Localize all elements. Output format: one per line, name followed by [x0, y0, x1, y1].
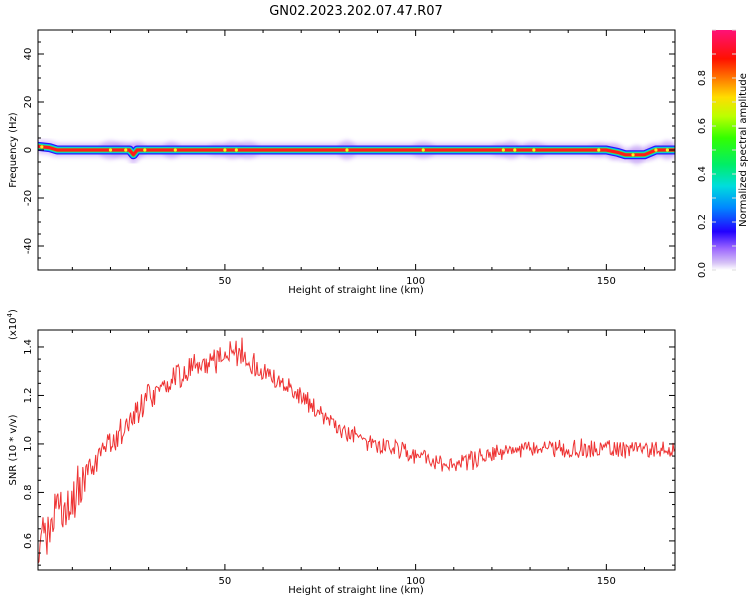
y-tick-label: 1.0 [23, 436, 34, 452]
colorbar-tick-label: 0.4 [697, 166, 708, 182]
ridge-spot [654, 148, 658, 152]
ridge-spot [143, 148, 147, 152]
colorbar-tick-label: 0.0 [697, 262, 708, 278]
spectrogram-xlabel: Height of straight line (km) [288, 285, 424, 296]
colorbar-label: Normalized spectral amplitude [738, 73, 749, 227]
colorbar-ticks: 0.0 0.2 0.4 0.6 0.8 [697, 29, 736, 278]
y-tick-label: -40 [23, 238, 34, 254]
snr-panel: 50 100 150 0.6 0.8 1.0 1.2 1.4 SNR (10 * v/v) (… [6, 309, 676, 596]
y-tick-label: -20 [23, 190, 34, 206]
y-tick-label: 40 [23, 48, 34, 61]
x-tick-label: 50 [219, 576, 232, 587]
y-tick-label: 0.6 [23, 533, 34, 549]
snr-scale-exponent: 4 [6, 312, 14, 317]
snr-xlabel: Height of straight line (km) [288, 585, 424, 596]
ridge-spot [501, 148, 505, 152]
spectrogram-ylabel: Frequency (Hz) [8, 112, 19, 188]
ridge-spot [234, 148, 238, 152]
ridge-spot [40, 145, 44, 149]
colorbar-tick-label: 0.8 [697, 70, 708, 86]
spectrogram-panel: 50 100 150 40 20 0 -20 -40 Frequency (Hz) Heigh… [8, 29, 676, 296]
ridge-spot [345, 148, 349, 152]
colorbar-tick-label: 0.6 [697, 118, 708, 134]
ridge-spot [223, 148, 227, 152]
spectrogram-ridge [38, 139, 675, 166]
ridge-spot [173, 148, 177, 152]
ridge-spot [513, 148, 517, 152]
colorbar: 0.0 0.2 0.4 0.6 0.8 Normalized spectral ampl… [697, 29, 749, 278]
y-tick-label: 0 [23, 147, 34, 153]
snr-scale-note: (x104) [6, 309, 19, 340]
x-tick-label: 150 [597, 576, 616, 587]
x-tick-label: 50 [219, 276, 232, 287]
snr-series-line [38, 337, 675, 564]
ridge-spot [108, 148, 113, 152]
y-tick-label: 1.2 [23, 388, 34, 404]
ridge-band-red [38, 144, 675, 157]
ridge-spot [532, 148, 536, 152]
y-tick-label: 20 [23, 96, 34, 109]
ridge-spot [421, 148, 425, 152]
x-tick-label: 150 [597, 276, 616, 287]
figure-title: GN02.2023.202.07.47.R07 [269, 4, 443, 19]
ridge-spot [124, 148, 128, 152]
colorbar-tick-label: 0.2 [697, 214, 708, 230]
spectrogram-ticks: 50 100 150 40 20 0 -20 -40 [23, 29, 675, 287]
snr-scale-text: (x10 [8, 317, 19, 340]
snr-frame [37, 329, 676, 571]
x-tick-label: 100 [406, 576, 425, 587]
ridge-spot [665, 148, 669, 152]
snr-ylabel: SNR (10 * v/v) [8, 414, 19, 485]
ridge-spot [597, 148, 601, 152]
snr-scale-close: ) [8, 309, 19, 313]
ridge-spot [631, 153, 635, 157]
y-tick-label: 1.4 [23, 339, 34, 355]
snr-ticks: 50 100 150 0.6 0.8 1.0 1.2 1.4 [23, 330, 675, 587]
x-tick-label: 100 [406, 276, 425, 287]
y-tick-label: 0.8 [23, 484, 34, 500]
